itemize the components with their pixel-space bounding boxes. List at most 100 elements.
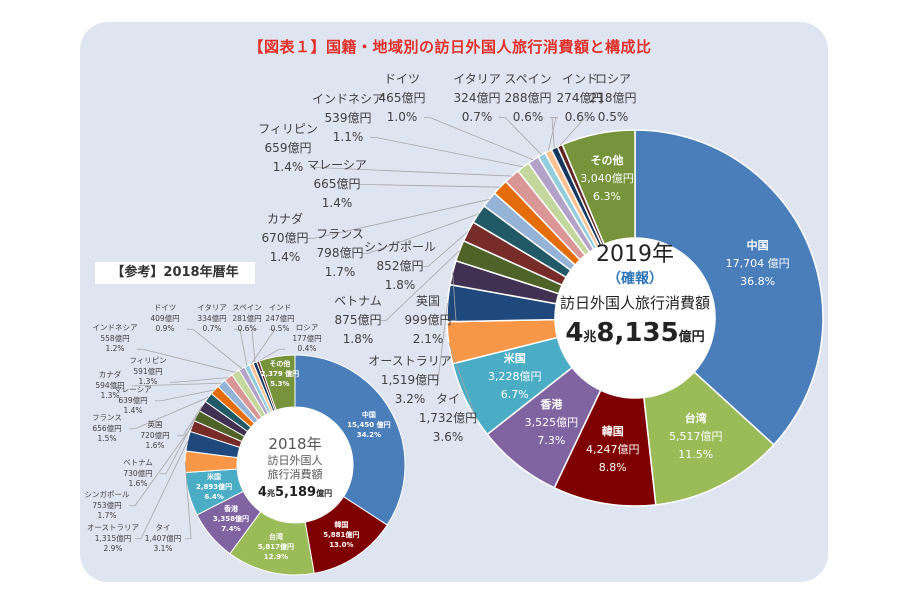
outside-label: タイ 1,732億円 3.6%: [403, 390, 493, 447]
outside-label: オーストラリア 1,315億円 2.9%: [68, 523, 158, 555]
value-label: 730億円: [123, 468, 153, 478]
outside-label: ロシア 218億円 0.5%: [568, 70, 658, 127]
category-label: 香港: [223, 505, 238, 514]
outside-label: マレーシア 665億円 1.4%: [292, 156, 382, 213]
outside-label: カナダ 594億円 1.3%: [65, 370, 155, 402]
leader-line: [359, 184, 500, 188]
percent-label: 3.1%: [153, 544, 173, 553]
outside-label: 英国 720億円 1.6%: [110, 420, 200, 452]
leader-line: [135, 440, 188, 540]
outside-label: ロシア 177億円 0.4%: [262, 323, 352, 355]
center-hole: [237, 407, 353, 523]
value-label: 639億円: [118, 395, 148, 405]
value-label: 465億円: [378, 91, 426, 105]
category-label: ドイツ: [383, 72, 420, 86]
percent-label: 5.3%: [270, 380, 290, 389]
outside-label: オーストラリア 1,519億円 3.2%: [365, 352, 455, 409]
value-label: 5,517億円: [669, 430, 723, 444]
percent-label: 8.8%: [598, 461, 627, 475]
category-label: インドネシア: [92, 323, 138, 332]
value-label: 1,315億円: [94, 533, 132, 543]
leader-line: [257, 348, 285, 362]
percent-label: 1.6%: [145, 441, 165, 450]
inside-label: その他 2,379 億円 5.3%: [261, 359, 300, 389]
value-label: 3,525億円: [524, 415, 579, 429]
category-label: 英国: [147, 420, 163, 429]
value-label: 594億円: [95, 380, 125, 390]
percent-label: 1.5%: [97, 434, 117, 443]
value-label: 720億円: [140, 430, 170, 440]
inside-label: 米国 3,228億円 6.7%: [488, 350, 542, 404]
category-label: 韓国: [334, 521, 349, 530]
category-label: インド: [268, 303, 292, 312]
percent-label: 1.7%: [97, 511, 117, 520]
category-label: イタリア: [197, 303, 227, 312]
value-label: 218億円: [589, 91, 637, 105]
value-label: 659億円: [264, 141, 312, 155]
value-label: 1,519億円: [380, 373, 440, 387]
year-label: 2019年: [596, 242, 674, 267]
leader-line: [129, 397, 209, 430]
percent-label: 0.4%: [297, 344, 317, 353]
value-label: 1,732億円: [418, 411, 478, 425]
category-label: 米国: [207, 473, 222, 482]
category-label: カナダ: [266, 212, 303, 226]
outside-label: 英国 999億円 2.1%: [383, 292, 473, 349]
percent-label: 1.4%: [123, 406, 143, 415]
category-label: ロシア: [594, 72, 631, 86]
percent-label: 3.2%: [394, 392, 426, 406]
leader-line: [499, 117, 542, 156]
category-label: その他: [590, 153, 624, 167]
percent-label: 1.0%: [386, 110, 418, 124]
total-oku: 8,135: [596, 318, 679, 348]
leader-line: [234, 328, 248, 367]
leader-line: [132, 382, 222, 387]
percent-label: 6.3%: [593, 189, 621, 203]
leader-line: [307, 199, 490, 239]
percent-label: 13.0%: [329, 541, 354, 550]
reference-label: 【参考】2018年暦年: [95, 262, 255, 284]
total-oku: 5,189: [274, 485, 317, 500]
category-label: フィリピン: [129, 356, 167, 365]
category-label: スペイン: [232, 303, 262, 312]
value-label: 670億円: [261, 231, 309, 245]
value-label: 5,817億円: [257, 542, 295, 551]
percent-label: 1.8%: [384, 278, 416, 292]
year-label: 2018年: [268, 435, 322, 453]
leader-line: [362, 213, 479, 254]
percent-label: 11.5%: [678, 448, 714, 462]
total-cho: 4: [257, 485, 267, 500]
percent-label: 7.4%: [221, 525, 241, 534]
category-label: スペイン: [504, 72, 552, 86]
category-label: 韓国: [601, 425, 624, 439]
category-label: 台湾: [684, 412, 707, 426]
leader-line: [422, 231, 469, 267]
center-caption: 訪日外国人: [267, 454, 323, 467]
total-oku-unit: 億円: [678, 330, 705, 345]
inside-label: 香港 3,525億円 7.3%: [525, 396, 579, 450]
percent-label: 1.3%: [138, 377, 158, 386]
percent-label: 3.6%: [432, 430, 464, 444]
value-label: 4,247億円: [586, 443, 640, 457]
percent-label: 1.4%: [269, 250, 301, 264]
leader-line: [559, 117, 591, 146]
category-label: 米国: [503, 352, 526, 366]
percent-label: 1.2%: [105, 344, 125, 353]
category-label: 中国: [746, 238, 769, 252]
outside-label: ベトナム 730億円 1.6%: [93, 458, 183, 490]
category-label: マレーシア: [114, 385, 152, 394]
leader-line: [432, 303, 448, 381]
leader-line: [380, 250, 460, 321]
percent-label: 0.6%: [512, 110, 544, 124]
category-label: タイ: [435, 392, 460, 406]
leader-line: [424, 117, 534, 161]
chart-title: 【図表１】国籍・地域別の訪日外国人旅行消費額と構成比: [248, 38, 652, 56]
category-label: ベトナム: [123, 458, 153, 467]
percent-label: 0.6%: [564, 110, 596, 124]
value-label: 324億円: [453, 91, 501, 105]
percent-label: 1.7%: [324, 265, 356, 279]
category-label: オーストラリア: [368, 354, 452, 368]
percent-label: 1.4%: [272, 160, 304, 174]
percent-label: 0.6%: [237, 324, 257, 333]
